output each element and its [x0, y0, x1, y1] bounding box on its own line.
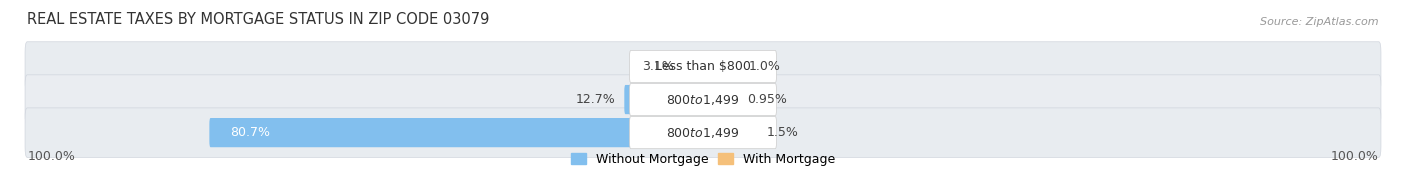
- FancyBboxPatch shape: [702, 52, 741, 81]
- FancyBboxPatch shape: [25, 75, 1381, 124]
- FancyBboxPatch shape: [702, 118, 758, 147]
- Text: $800 to $1,499: $800 to $1,499: [666, 126, 740, 140]
- FancyBboxPatch shape: [630, 50, 776, 83]
- Text: Source: ZipAtlas.com: Source: ZipAtlas.com: [1260, 17, 1379, 27]
- FancyBboxPatch shape: [630, 117, 776, 149]
- Text: 0.95%: 0.95%: [747, 93, 787, 106]
- Text: 1.0%: 1.0%: [749, 60, 780, 73]
- FancyBboxPatch shape: [683, 52, 704, 81]
- FancyBboxPatch shape: [630, 83, 776, 116]
- FancyBboxPatch shape: [25, 108, 1381, 157]
- Text: Less than $800: Less than $800: [655, 60, 751, 73]
- FancyBboxPatch shape: [25, 42, 1381, 91]
- Text: 3.1%: 3.1%: [643, 60, 675, 73]
- FancyBboxPatch shape: [702, 85, 738, 114]
- Text: REAL ESTATE TAXES BY MORTGAGE STATUS IN ZIP CODE 03079: REAL ESTATE TAXES BY MORTGAGE STATUS IN …: [27, 13, 489, 27]
- Text: 100.0%: 100.0%: [1331, 150, 1379, 163]
- Text: 100.0%: 100.0%: [27, 150, 75, 163]
- FancyBboxPatch shape: [209, 118, 704, 147]
- Text: 12.7%: 12.7%: [576, 93, 616, 106]
- Text: 1.5%: 1.5%: [768, 126, 799, 139]
- Legend: Without Mortgage, With Mortgage: Without Mortgage, With Mortgage: [565, 148, 841, 171]
- Text: 80.7%: 80.7%: [231, 126, 270, 139]
- Text: $800 to $1,499: $800 to $1,499: [666, 93, 740, 107]
- FancyBboxPatch shape: [624, 85, 704, 114]
